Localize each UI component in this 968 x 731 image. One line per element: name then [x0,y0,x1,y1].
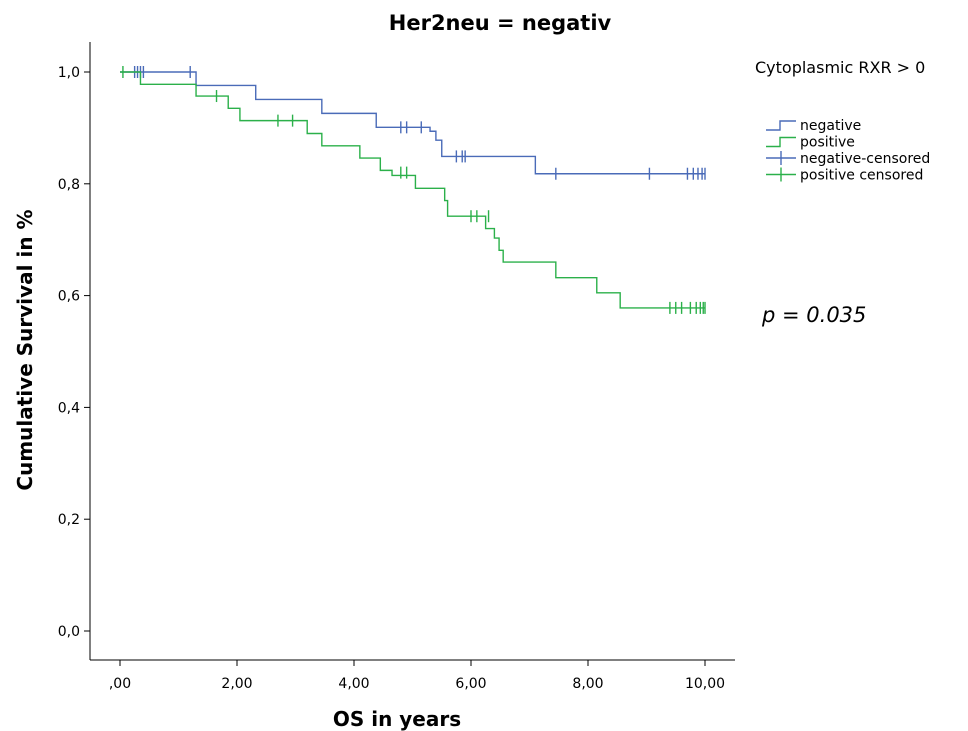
legend-entry-positive: positive [800,135,855,151]
y-tick-label: 0,2 [58,512,80,528]
x-tick-label: ,00 [109,676,131,692]
axes: 0,0 0,2 0,4 0,6 0,8 1,0 ,00 2,00 4,00 6,00 8,00 10,… [58,42,735,692]
legend-entry-positive censored: positive censored [800,168,923,184]
legend-entry-negative: negative [800,118,861,134]
legend-symbol-positive [766,136,796,148]
y-axis-label: Cumulative Survival in % [13,209,37,490]
x-tick-label: 4,00 [338,676,369,692]
y-tick-label: 0,0 [58,624,80,640]
x-tick-label: 10,00 [685,676,725,692]
y-tick-label: 1,0 [58,65,80,81]
x-tick-label: 8,00 [572,676,603,692]
x-tick-label: 2,00 [221,676,252,692]
plot-area [120,66,706,314]
series-positive-line [120,71,705,309]
legend: Cytoplasmic RXR > 0 negativepositivenega… [755,58,930,184]
series-negative-line [120,71,705,175]
legend-title: Cytoplasmic RXR > 0 [755,58,925,77]
x-tick-label: 6,00 [455,676,486,692]
chart-title: Her2neu = negativ [389,11,612,35]
y-tick-label: 0,4 [58,400,80,416]
legend-symbol-negative [766,120,796,131]
x-axis-label: OS in years [333,707,461,731]
legend-entry-negative-censored: negative-censored [800,151,930,167]
p-value-annotation: p = 0.035 [761,303,866,327]
y-tick-label: 0,8 [58,177,80,193]
y-tick-label: 0,6 [58,289,80,305]
